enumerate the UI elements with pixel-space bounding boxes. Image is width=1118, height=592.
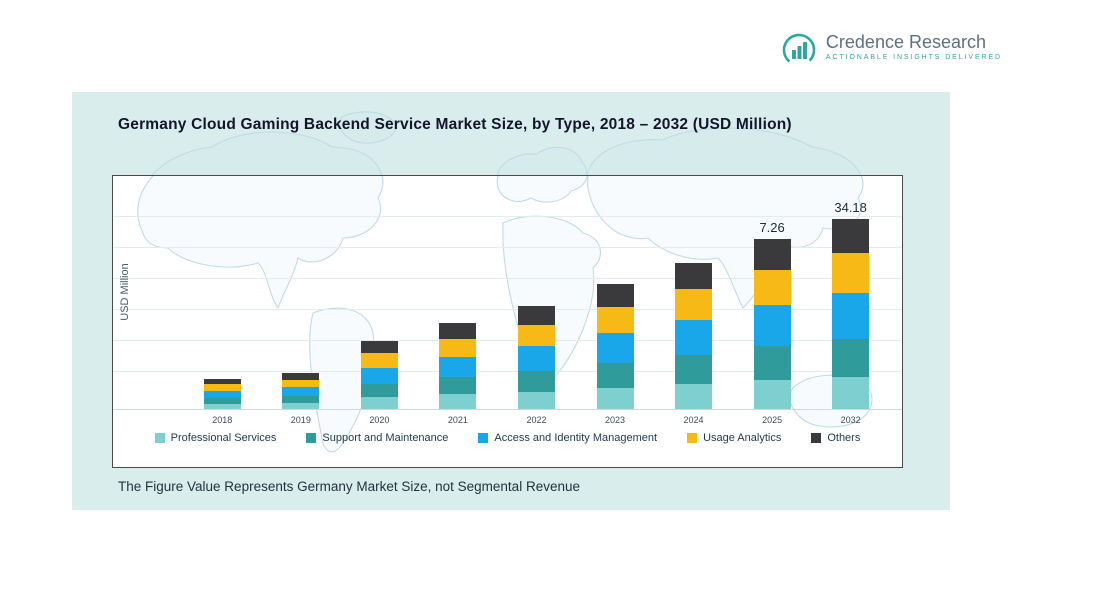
stacked-bar (753, 239, 791, 409)
bar-segment (596, 387, 634, 409)
bar-segment (517, 370, 555, 392)
stacked-bar (203, 379, 241, 409)
bar-segment (203, 403, 241, 409)
bar-value-label: 34.18 (834, 200, 867, 215)
legend-item: Access and Identity Management (478, 432, 657, 444)
legend-swatch (478, 433, 489, 443)
bar-segment (360, 397, 398, 409)
bar-segment (439, 356, 477, 378)
bar-segment (753, 380, 791, 409)
credence-research-logo: Credence Research Actionable Insights De… (781, 32, 1002, 68)
legend: Professional Services Support and Mainten… (113, 432, 902, 444)
bar-segment (439, 323, 477, 339)
bar-segment (675, 263, 713, 290)
bar-segment (203, 390, 241, 398)
bar-column: 2023 (596, 186, 634, 426)
bar-value-label: 7.26 (759, 220, 785, 235)
legend-label: Usage Analytics (703, 432, 782, 444)
bar-segment (832, 376, 870, 409)
bar-segment (596, 362, 634, 388)
x-axis-tick: 2018 (212, 415, 233, 425)
x-axis-tick: 2032 (840, 415, 861, 425)
logo-name: Credence Research (825, 32, 987, 52)
bar-segment (439, 377, 477, 395)
legend-item: Others (811, 432, 860, 444)
x-axis-tick: 2023 (604, 415, 626, 425)
x-axis-tick: 2022 (526, 415, 547, 425)
x-axis-tick: 2021 (447, 415, 468, 425)
bar-column: 2021 (439, 186, 477, 426)
bar-segment (596, 306, 634, 333)
stacked-bar (596, 284, 634, 409)
bar-segment (753, 305, 791, 347)
bar-segment (596, 332, 634, 363)
stacked-bar (360, 341, 398, 409)
bar-segment (675, 319, 713, 355)
bar-column: 2018 (203, 186, 241, 426)
credence-logo-icon (782, 33, 816, 67)
logo-tagline: Actionable Insights Delivered (825, 54, 1002, 61)
bar-segment (360, 341, 398, 354)
chart-title: Germany Cloud Gaming Backend Service Mar… (118, 116, 792, 133)
bar-segment (439, 394, 477, 409)
legend-swatch (687, 433, 698, 443)
bar-column: 2022 (517, 186, 555, 426)
bar-segment (517, 306, 555, 325)
x-axis-tick: 2024 (683, 415, 704, 425)
bar-column: 2020 (360, 186, 398, 426)
legend-item: Professional Services (154, 432, 277, 444)
bar-segment (832, 293, 870, 339)
bar-segment (439, 338, 477, 357)
bar-segment (675, 355, 713, 385)
chart-panel: Germany Cloud Gaming Backend Service Mar… (72, 92, 950, 510)
legend-swatch (811, 433, 822, 443)
bar-segment (282, 395, 320, 403)
legend-item: Support and Maintenance (306, 432, 448, 444)
y-axis-label: USD Million (119, 263, 131, 321)
legend-label: Support and Maintenance (322, 432, 449, 444)
bar-segment (360, 383, 398, 398)
plot-area: 2018 2019 2020 2021 2022 2023 2024 7.26 2025 34.1… (183, 186, 890, 426)
bar-column: 7.26 2025 (753, 186, 791, 426)
bar-segment (282, 379, 320, 388)
bar-segment (753, 239, 791, 270)
legend-label: Professional Services (170, 432, 277, 444)
bar-column: 2024 (675, 186, 713, 426)
x-axis-line (113, 409, 902, 410)
bar-segment (832, 338, 870, 377)
legend-swatch (154, 433, 165, 443)
footnote: The Figure Value Represents Germany Mark… (118, 479, 580, 494)
stacked-bar (439, 323, 477, 409)
bar-segment (517, 346, 555, 371)
bar-column: 2019 (282, 186, 320, 426)
bar-segment (596, 284, 634, 307)
x-axis-tick: 2025 (762, 415, 783, 425)
stacked-bar (675, 263, 713, 409)
x-axis-tick: 2019 (290, 415, 311, 425)
bar-segment (282, 402, 320, 409)
legend-item: Usage Analytics (687, 432, 781, 444)
bar-segment (753, 269, 791, 306)
stacked-bar (282, 373, 320, 409)
bar-segment (282, 387, 320, 396)
bar-segment (675, 289, 713, 320)
bar-segment (832, 253, 870, 294)
stacked-bar (832, 219, 870, 409)
bar-segment (517, 324, 555, 347)
stacked-bar (517, 306, 555, 409)
bar-segment (832, 219, 870, 254)
bar-segment (753, 346, 791, 381)
bar-segment (360, 367, 398, 384)
legend-label: Others (827, 432, 861, 444)
bar-segment (360, 353, 398, 368)
legend-label: Access and Identity Management (494, 432, 658, 444)
legend-swatch (306, 433, 317, 443)
bar-column: 34.18 2032 (832, 186, 870, 426)
bar-segment (675, 384, 713, 409)
bar-segment (517, 391, 555, 409)
x-axis-tick: 2020 (369, 415, 390, 425)
chart-box: USD Million 2018 2019 2020 2021 2022 2023 2024… (112, 175, 903, 468)
